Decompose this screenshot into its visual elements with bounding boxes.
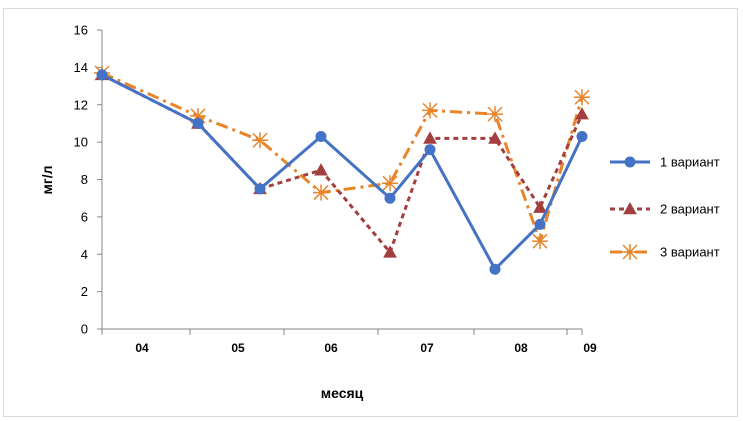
x-tick-label: 04 (135, 341, 149, 355)
data-point-triangle (533, 200, 547, 213)
x-tick-label: 05 (231, 341, 245, 355)
data-point-asterisk (422, 102, 438, 119)
x-tick-label: 07 (420, 341, 434, 355)
data-point-circle (489, 263, 501, 275)
data-point-asterisk (252, 132, 268, 149)
data-point-circle (315, 131, 327, 143)
chart-border (3, 8, 738, 417)
data-point-asterisk (382, 175, 398, 192)
data-point-asterisk (532, 233, 548, 250)
y-tick-label: 2 (81, 284, 88, 299)
y-axis-title: мг/л (39, 166, 55, 195)
data-point-triangle (623, 201, 637, 215)
data-point-circle (254, 183, 266, 195)
y-tick-label: 0 (81, 322, 88, 337)
y-tick-label: 4 (81, 247, 88, 262)
data-point-asterisk (574, 89, 590, 106)
x-tick-label: 08 (514, 341, 528, 355)
y-tick-label: 6 (81, 209, 88, 224)
data-point-circle (576, 131, 588, 143)
legend-entry-2: 2 вариант (610, 202, 720, 217)
data-point-circle (424, 144, 436, 156)
data-point-asterisk (622, 244, 638, 260)
data-point-circle (624, 156, 636, 168)
data-point-asterisk (487, 106, 503, 123)
series-1 (96, 69, 588, 275)
data-point-triangle (314, 163, 328, 176)
legend: 1 вариант 2 вариант 3 вариант (610, 155, 720, 260)
x-axis-title: месяц (321, 385, 364, 401)
x-tick-label: 06 (324, 341, 338, 355)
series-line (101, 71, 584, 243)
y-tick-label: 12 (74, 97, 88, 112)
data-point-circle (534, 218, 546, 230)
data-point-circle (96, 69, 108, 81)
legend-entry-3: 3 вариант (610, 244, 720, 260)
y-tick-label: 16 (74, 23, 88, 38)
data-point-asterisk (313, 184, 329, 201)
x-tick-label: 09 (583, 341, 597, 355)
legend-label: 3 вариант (660, 245, 720, 260)
data-point-triangle (423, 131, 437, 144)
y-tick-label: 10 (74, 135, 88, 150)
data-point-triangle (383, 245, 397, 258)
series-layer (94, 64, 590, 275)
data-point-circle (384, 192, 396, 204)
y-tick-label: 14 (74, 60, 88, 75)
data-point-circle (192, 117, 204, 129)
legend-label: 2 вариант (660, 202, 720, 217)
data-point-triangle (575, 107, 589, 120)
data-point-triangle (488, 131, 502, 144)
legend-label: 1 вариант (660, 155, 720, 170)
y-tick-label: 8 (81, 172, 88, 187)
legend-entry-1: 1 вариант (610, 155, 720, 170)
